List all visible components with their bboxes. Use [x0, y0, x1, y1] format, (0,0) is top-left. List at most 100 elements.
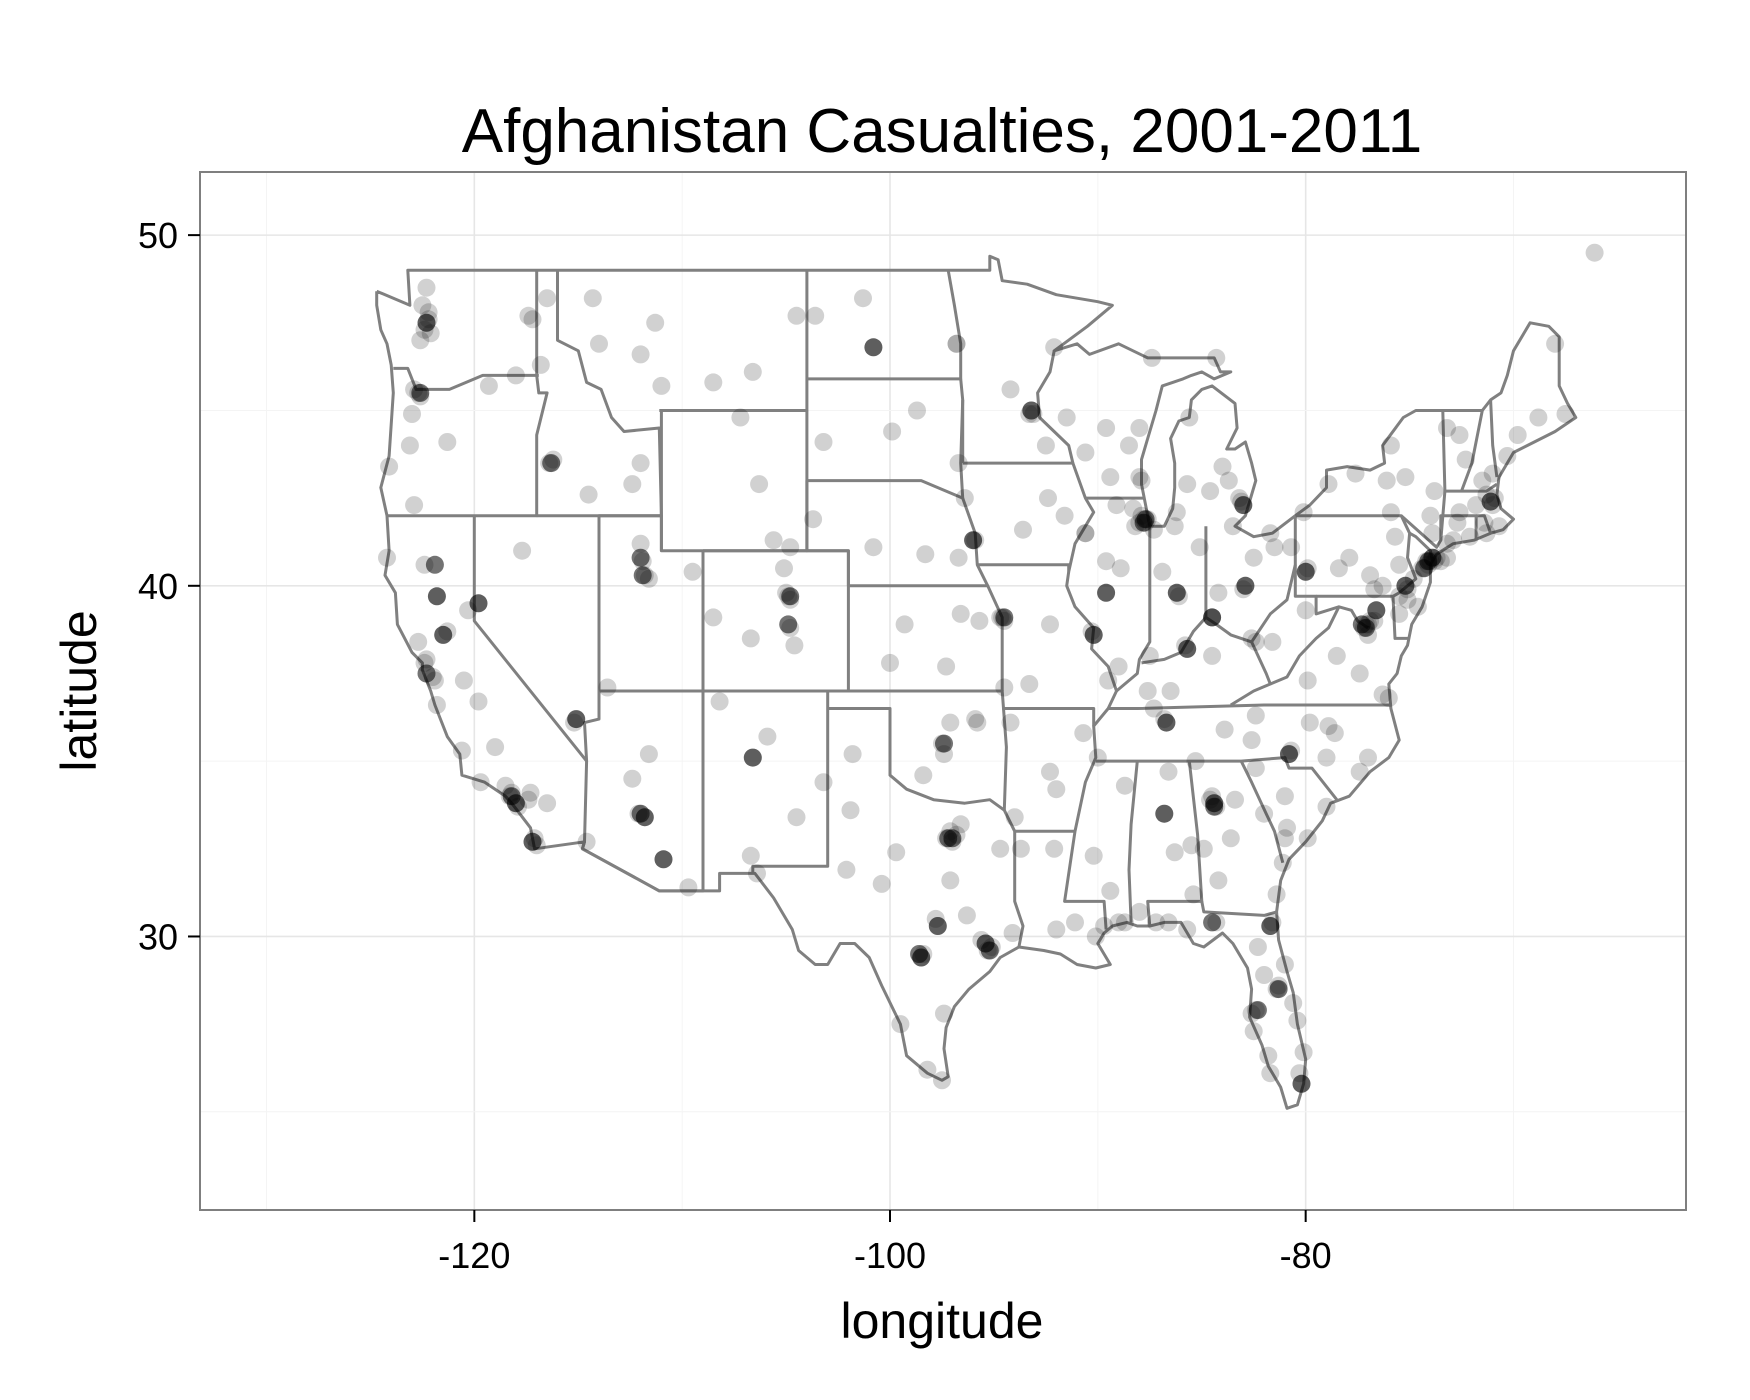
data-point	[814, 773, 833, 792]
data-point	[1246, 632, 1265, 651]
data-point	[521, 783, 540, 802]
data-point	[814, 433, 833, 451]
data-point	[1057, 408, 1076, 427]
data-point	[787, 306, 806, 325]
data-point	[1242, 629, 1261, 648]
data-point	[471, 773, 490, 792]
y-tick-label: 40	[138, 566, 178, 607]
data-point	[1350, 762, 1369, 781]
data-point	[1408, 597, 1427, 616]
data-point	[1124, 499, 1143, 518]
data-point	[1255, 804, 1274, 823]
data-point	[1178, 475, 1197, 494]
data-point	[968, 713, 987, 732]
data-point	[452, 741, 471, 760]
x-tick-label: -100	[854, 1235, 926, 1276]
data-point	[577, 832, 596, 851]
state-border	[387, 270, 549, 518]
data-point	[1255, 966, 1274, 984]
data-point	[506, 366, 525, 385]
data-point	[1396, 468, 1415, 487]
data-point	[806, 306, 825, 325]
data-point	[1317, 748, 1336, 767]
data-point	[951, 815, 970, 834]
data-point-cluster	[427, 587, 446, 606]
data-point	[1209, 871, 1228, 890]
data-point	[1373, 576, 1392, 595]
data-point-cluster	[1481, 492, 1500, 511]
data-point	[1398, 590, 1417, 609]
data-point	[837, 860, 856, 879]
data-point	[1298, 671, 1317, 690]
data-point	[748, 864, 766, 883]
data-point-cluster	[1356, 618, 1375, 637]
data-point	[1140, 646, 1159, 665]
data-point	[1167, 503, 1186, 522]
data-point-cluster	[1292, 1074, 1311, 1093]
data-point	[1095, 917, 1114, 935]
data-point	[955, 489, 974, 508]
data-point	[947, 334, 966, 353]
data-point-cluster	[1367, 601, 1386, 620]
data-point	[1498, 447, 1517, 465]
data-point-cluster	[1022, 401, 1041, 420]
data-point	[1005, 808, 1024, 827]
data-point	[957, 906, 976, 925]
data-point	[1165, 843, 1184, 862]
data-point	[623, 475, 642, 494]
data-point	[479, 376, 498, 395]
data-point	[523, 310, 542, 329]
data-point	[854, 289, 872, 308]
state-border	[1269, 606, 1341, 686]
data-point-cluster	[469, 594, 488, 613]
data-point	[1001, 380, 1020, 399]
data-point-cluster	[1269, 980, 1288, 999]
data-point	[1275, 829, 1294, 848]
data-point-cluster	[425, 555, 444, 574]
data-point	[966, 710, 985, 729]
data-point	[1120, 436, 1138, 455]
data-point	[1529, 408, 1548, 427]
data-point-cluster	[779, 615, 798, 634]
data-point-cluster	[1296, 562, 1315, 581]
data-point	[639, 745, 658, 764]
data-point	[1213, 457, 1232, 476]
data-point	[941, 871, 960, 890]
data-point	[1467, 496, 1486, 515]
data-point	[1294, 503, 1313, 522]
data-point	[914, 766, 933, 785]
data-point	[538, 289, 557, 308]
data-point	[1483, 464, 1502, 483]
data-point	[1259, 1046, 1278, 1065]
data-point-cluster	[1248, 1001, 1267, 1020]
data-point	[1055, 506, 1074, 525]
data-point	[1111, 559, 1130, 578]
chart-title: Afghanistan Casualties, 2001-2011	[462, 97, 1423, 166]
data-point-cluster	[743, 748, 762, 767]
data-point	[1201, 482, 1220, 501]
data-point	[1115, 776, 1134, 795]
data-point	[1448, 513, 1467, 532]
data-point	[1267, 885, 1286, 904]
data-point	[1159, 913, 1178, 932]
data-point	[1460, 527, 1479, 546]
data-point	[1144, 699, 1163, 718]
data-point	[841, 801, 860, 820]
data-point	[1047, 920, 1066, 939]
data-point-cluster	[1234, 496, 1253, 515]
data-point	[1223, 517, 1242, 536]
data-point	[1246, 759, 1265, 778]
data-point	[469, 692, 488, 711]
data-point	[1084, 846, 1103, 865]
data-point	[1273, 853, 1292, 872]
data-point	[1381, 503, 1400, 522]
state-border	[1444, 482, 1498, 493]
data-point	[1209, 583, 1228, 602]
data-point	[804, 510, 823, 529]
data-point	[531, 355, 550, 374]
state-border	[1205, 616, 1272, 707]
data-point	[1014, 520, 1032, 539]
data-point	[1011, 839, 1030, 858]
data-point	[864, 538, 883, 557]
